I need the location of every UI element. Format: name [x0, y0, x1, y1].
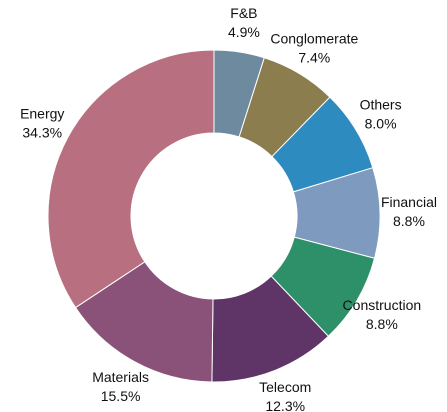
- segment-label: F&B: [230, 5, 257, 21]
- segment-label: Financial: [381, 194, 437, 210]
- segment-label: Telecom: [259, 379, 311, 395]
- segment-value-label: 8.8%: [393, 213, 425, 229]
- segment-label: Construction: [343, 297, 422, 313]
- segment-value-label: 8.8%: [366, 316, 398, 332]
- segment-value-label: 34.3%: [22, 124, 62, 140]
- donut-segment: [47, 49, 215, 309]
- segment-value-label: 8.0%: [365, 115, 397, 131]
- segment-label: Conglomerate: [270, 30, 358, 46]
- segment-label: Others: [360, 96, 402, 112]
- segment-value-label: 4.9%: [228, 24, 260, 40]
- segment-label: Energy: [20, 105, 64, 121]
- segment-value-label: 15.5%: [101, 388, 141, 404]
- segment-label: Materials: [92, 369, 149, 385]
- donut-segment: [74, 261, 214, 383]
- segment-value-label: 12.3%: [265, 398, 305, 412]
- segment-value-label: 7.4%: [298, 49, 330, 65]
